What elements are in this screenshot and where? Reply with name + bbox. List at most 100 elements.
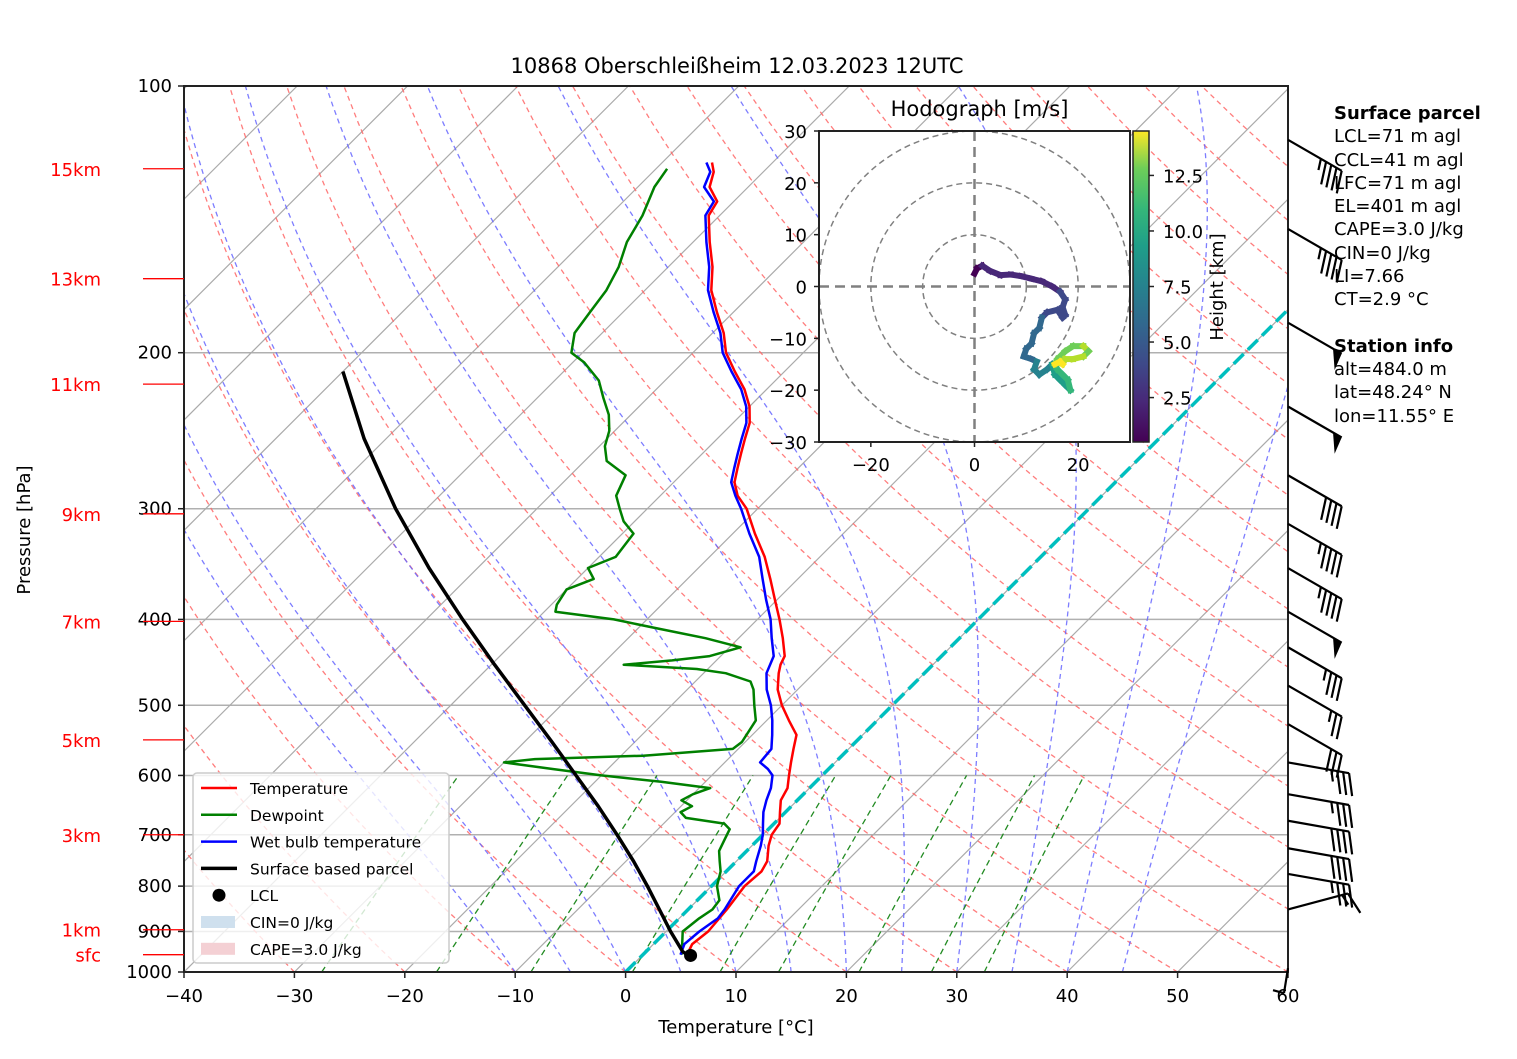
mixing-ratio-line <box>858 775 968 972</box>
height-label: 7km <box>62 612 101 633</box>
dry-adiabat <box>286 86 1068 972</box>
barb-feather <box>1320 545 1328 569</box>
dry-adiabat <box>343 86 1178 972</box>
barb-feather <box>1320 250 1328 274</box>
legend-entry: Wet bulb temperature <box>201 834 421 852</box>
barb-staff <box>1287 723 1343 757</box>
surface-line: CT=2.9 °C <box>1334 289 1429 311</box>
x-tick-label: 10 <box>725 986 748 1007</box>
barb-feather <box>1347 858 1354 883</box>
barb-staff <box>1287 819 1350 833</box>
wind-barb <box>1272 967 1290 995</box>
barb-half-feather <box>1317 158 1322 171</box>
surface-line: LCL=71 m agl <box>1334 126 1462 148</box>
x-tick-label: 0 <box>620 986 631 1007</box>
barb-feather <box>1330 713 1338 737</box>
barb-half-feather <box>1330 769 1334 782</box>
barb-half-feather <box>1341 894 1350 906</box>
barb-feather <box>1336 829 1342 853</box>
legend-box <box>192 772 450 964</box>
isotherm-line <box>1066 750 1288 972</box>
mixing-ratio-line <box>631 775 754 972</box>
legend-label: CIN=0 J/kg <box>250 914 333 932</box>
barb-feather <box>1330 503 1338 527</box>
station-info-header: Station info <box>1334 335 1454 357</box>
height-label: 13km <box>50 270 101 291</box>
y-tick-label: 600 <box>138 765 172 786</box>
barb-staff <box>1287 847 1350 861</box>
barb-feather <box>1335 678 1343 702</box>
barb-feather <box>1330 551 1338 575</box>
barb-feather <box>1335 716 1343 740</box>
hodograph-y-tick-label: −20 <box>769 381 807 402</box>
wind-barb <box>1287 138 1343 194</box>
y-tick-label: 200 <box>138 343 172 364</box>
isotherm-line <box>845 529 1288 972</box>
lcl-marker <box>684 948 698 962</box>
dewpoint-curve <box>502 168 758 955</box>
barb-feather <box>1342 857 1348 882</box>
hodograph-y-tick-label: 0 <box>796 278 807 299</box>
barb-feather <box>1330 595 1338 619</box>
isotherm-line <box>956 639 1288 972</box>
wind-barb <box>1287 610 1343 659</box>
y-tick-label: 800 <box>138 876 172 897</box>
barb-feather <box>1320 589 1328 613</box>
x-axis-label: Temperature [°C] <box>657 1017 813 1038</box>
hodograph-x-tick-label: 20 <box>1067 455 1090 476</box>
hodograph-y-tick-label: −10 <box>769 329 807 350</box>
station-line: lat=48.24° N <box>1334 382 1452 404</box>
mixing-ratio-line <box>983 775 1085 972</box>
hodograph-x-tick-label: −20 <box>852 455 890 476</box>
height-label: 15km <box>50 160 101 181</box>
dry-adiabat <box>858 86 1288 496</box>
barb-feather <box>1325 164 1333 188</box>
surface-line: LFC=71 m agl <box>1334 172 1462 194</box>
y-tick-label: 100 <box>138 76 172 97</box>
hodograph-y-tick-label: 30 <box>784 122 807 143</box>
barb-feather <box>1335 259 1343 283</box>
moist-adiabat <box>244 86 737 972</box>
barb-half-feather <box>1330 801 1334 814</box>
barb-half-feather <box>1322 669 1328 681</box>
barb-feather <box>1347 773 1354 797</box>
barb-staff <box>1287 761 1350 775</box>
mixing-ratio-line <box>719 775 837 972</box>
wind-barb <box>1287 405 1343 454</box>
surface-parcel-header: Surface parcel <box>1334 103 1481 124</box>
wind-barb <box>1287 847 1354 883</box>
isotherm-line <box>184 86 519 421</box>
legend-entry: Surface based parcel <box>201 860 413 878</box>
surface-line: EL=401 m agl <box>1334 196 1462 218</box>
barb-feather <box>1346 892 1362 914</box>
x-tick-label: −30 <box>275 986 313 1007</box>
barb-staff <box>1287 522 1343 556</box>
barb-pennant <box>1333 637 1342 659</box>
moist-adiabat <box>325 86 792 972</box>
barb-feather <box>1347 804 1354 829</box>
barb-pennant <box>1333 348 1342 370</box>
moist-adiabat <box>184 291 627 972</box>
moist-adiabat <box>1066 86 1208 972</box>
height-label: sfc <box>75 946 101 967</box>
height-label: 9km <box>62 505 101 526</box>
barb-staff <box>1282 967 1290 994</box>
wind-barb <box>1287 819 1354 855</box>
x-tick-label: −40 <box>165 986 203 1007</box>
y-tick-label: 900 <box>138 921 172 942</box>
height-label: 3km <box>62 826 101 847</box>
barb-staff <box>1287 474 1343 508</box>
mixing-ratio-line <box>777 775 892 972</box>
hodograph-x-tick-label: 0 <box>969 455 980 476</box>
wind-barb <box>1287 892 1362 914</box>
wind-barb <box>1287 474 1343 530</box>
colorbar-tick-label: 7.5 <box>1163 278 1192 299</box>
wind-barb <box>1287 522 1343 578</box>
barb-feather <box>1325 748 1333 772</box>
barb-flag <box>1272 989 1285 995</box>
hodograph-title: Hodograph [m/s] <box>891 97 1069 121</box>
colorbar-tick-label: 2.5 <box>1163 389 1192 410</box>
barb-feather <box>1325 548 1333 572</box>
isotherm-line <box>184 86 740 642</box>
